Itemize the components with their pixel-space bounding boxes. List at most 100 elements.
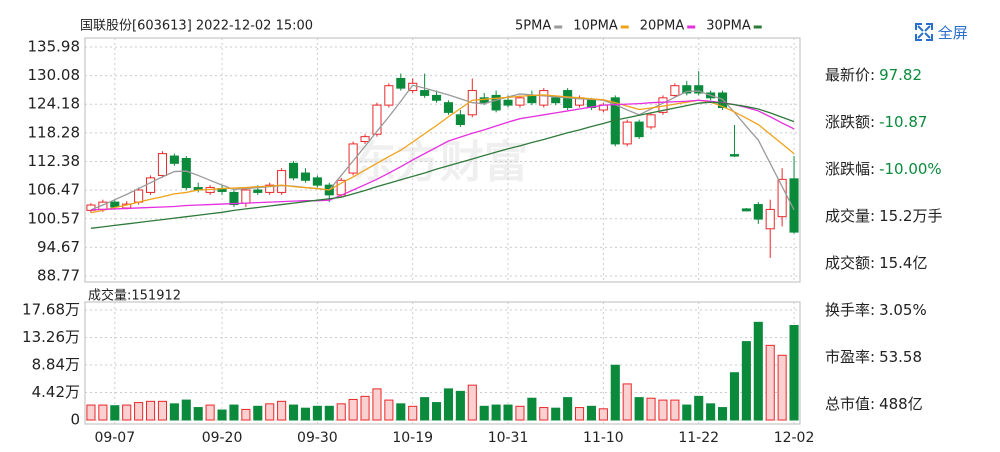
price-frame bbox=[84, 37, 801, 283]
info-value: -10.87 bbox=[879, 113, 928, 131]
volume-bar bbox=[539, 407, 549, 421]
volume-bar bbox=[122, 404, 132, 421]
candle-body bbox=[717, 92, 728, 109]
candle-body bbox=[229, 191, 239, 206]
ma-line bbox=[90, 84, 795, 211]
candle-body bbox=[670, 85, 680, 96]
info-label: 成交量: bbox=[825, 207, 876, 225]
info-row: 涨跌额: -10.87 bbox=[825, 111, 927, 132]
volume-bar bbox=[110, 405, 120, 421]
volume-bar bbox=[396, 403, 406, 421]
fullscreen-label: 全屏 bbox=[937, 24, 968, 42]
volume-bar bbox=[384, 399, 394, 421]
volume-bar bbox=[610, 364, 620, 421]
volume-bar bbox=[765, 344, 775, 421]
candle-body bbox=[765, 208, 775, 230]
candle-body bbox=[384, 85, 394, 106]
volume-bar bbox=[157, 400, 168, 421]
volume-bar bbox=[288, 404, 299, 421]
volume-bar bbox=[598, 408, 608, 421]
volume-bar bbox=[551, 407, 561, 421]
volume-bar bbox=[479, 405, 489, 421]
volume-bar bbox=[134, 402, 144, 421]
volume-bar bbox=[753, 321, 763, 421]
volume-bar bbox=[706, 403, 716, 421]
volume-bar bbox=[789, 324, 799, 421]
sidebar: 全屏 最新价: 97.82 涨跌额: -10.87 涨跌幅: -10.00% 成交量: 15.… bbox=[825, 0, 995, 452]
info-row: 成交量: 15.2万手 bbox=[825, 205, 942, 226]
volume-bar bbox=[312, 405, 322, 421]
info-value: 15.4亿 bbox=[879, 254, 928, 272]
x-tick-label: 11-10 bbox=[583, 430, 624, 446]
candle-body bbox=[145, 177, 156, 193]
info-label: 涨跌幅: bbox=[825, 160, 876, 178]
y-tick-label: 112.38 bbox=[28, 152, 81, 170]
candle-body bbox=[372, 104, 382, 135]
info-value: 15.2万手 bbox=[879, 207, 943, 225]
legend-label: 20PMA bbox=[640, 19, 685, 34]
candle-body bbox=[527, 94, 537, 104]
candle-body bbox=[134, 189, 144, 203]
volume-bar bbox=[145, 400, 156, 421]
volume-bar bbox=[205, 404, 215, 421]
candle-body bbox=[729, 154, 740, 157]
x-tick-label: 10-19 bbox=[392, 430, 433, 446]
x-tick-label: 09-07 bbox=[94, 430, 135, 446]
candle-body bbox=[789, 178, 799, 233]
candle-body bbox=[503, 99, 513, 106]
info-label: 换手率: bbox=[825, 301, 876, 319]
candle-body bbox=[539, 90, 549, 106]
candle-body bbox=[253, 189, 263, 193]
candle-body bbox=[348, 143, 358, 174]
x-tick-label: 11-22 bbox=[678, 430, 719, 446]
volume-bar bbox=[348, 398, 358, 421]
candle-body bbox=[622, 121, 632, 145]
fullscreen-icon bbox=[915, 23, 933, 41]
x-tick-label: 10-31 bbox=[488, 430, 529, 446]
volume-bar bbox=[658, 399, 668, 421]
info-label: 最新价: bbox=[825, 66, 876, 84]
y-tick-label: 130.08 bbox=[28, 66, 81, 84]
volume-bar bbox=[86, 404, 96, 421]
candle-body bbox=[420, 90, 430, 96]
info-row: 换手率: 3.05% bbox=[825, 299, 927, 320]
volume-bar bbox=[741, 341, 751, 421]
info-row: 市盈率: 53.58 bbox=[825, 346, 922, 367]
legend-label: 10PMA bbox=[573, 19, 618, 34]
chart-title: 国联股份[603613] 2022-12-02 15:00 bbox=[80, 19, 313, 34]
volume-bar bbox=[420, 397, 430, 421]
candle-body bbox=[431, 94, 442, 101]
info-label: 总市值: bbox=[825, 395, 876, 413]
candle-body bbox=[682, 85, 692, 94]
fullscreen-button[interactable]: 全屏 bbox=[915, 22, 968, 43]
y-tick-label: 17.68万 bbox=[22, 301, 80, 319]
volume-bar bbox=[360, 395, 370, 421]
volume-bar bbox=[324, 405, 334, 421]
x-tick-label: 09-20 bbox=[202, 430, 243, 446]
candle-body bbox=[300, 172, 311, 181]
info-row: 总市值: 488亿 bbox=[825, 393, 923, 414]
candle-body bbox=[753, 204, 763, 220]
volume-bar bbox=[646, 397, 656, 421]
volume-bar bbox=[467, 384, 477, 421]
volume-bar bbox=[777, 354, 787, 421]
volume-bar bbox=[634, 397, 644, 421]
y-tick-label: 13.26万 bbox=[22, 328, 80, 346]
candle-body bbox=[265, 184, 275, 193]
volume-bar bbox=[729, 372, 740, 421]
candle-body bbox=[312, 177, 322, 186]
legend-label: 30PMA bbox=[706, 19, 751, 34]
info-label: 成交额: bbox=[825, 254, 876, 272]
candle-body bbox=[455, 114, 465, 126]
ma-line bbox=[90, 94, 795, 214]
volume-bar bbox=[503, 404, 513, 421]
volume-bar bbox=[491, 404, 501, 421]
volume-bar bbox=[241, 408, 251, 421]
ma-line bbox=[90, 101, 795, 229]
y-tick-label: 124.18 bbox=[28, 95, 81, 113]
candle-body bbox=[157, 153, 168, 176]
y-tick-label: 4.42万 bbox=[32, 383, 80, 401]
volume-bar bbox=[515, 405, 525, 421]
volume-bar bbox=[217, 409, 227, 421]
